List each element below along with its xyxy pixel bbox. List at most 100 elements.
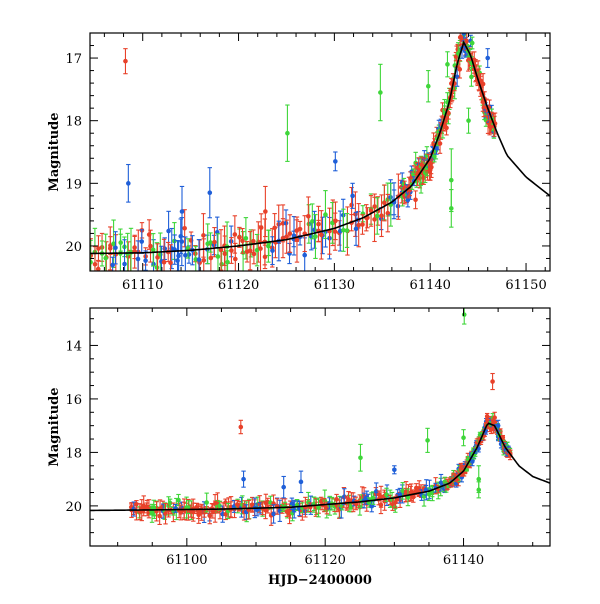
data-point-red xyxy=(95,259,101,271)
x-tick-label: 61130 xyxy=(314,278,355,293)
data-point-red xyxy=(251,229,256,253)
data-point-green xyxy=(476,481,482,499)
data-point-red xyxy=(201,213,206,258)
data-point-green xyxy=(215,233,221,271)
x-tick-label: 61120 xyxy=(218,278,259,293)
data-point-blue xyxy=(143,250,148,271)
data-point-red xyxy=(413,190,418,210)
data-point-red xyxy=(379,194,384,238)
top-axes: 61110 61120 61130 61140 61150 17 18 19 20 xyxy=(65,32,550,293)
data-point-green xyxy=(445,51,450,78)
top-plot-frame xyxy=(89,32,551,272)
data-point-blue xyxy=(283,209,289,237)
data-point-red xyxy=(327,207,332,255)
data-point-green xyxy=(374,197,380,235)
data-point-red xyxy=(125,241,131,271)
data-point-green xyxy=(254,233,260,267)
data-point-green xyxy=(167,498,173,508)
data-point-green xyxy=(118,233,123,252)
data-point-green xyxy=(461,429,466,447)
data-point-red xyxy=(294,216,300,263)
data-point-green xyxy=(150,233,156,267)
data-point-red xyxy=(297,220,303,238)
x-tick-label: 61140 xyxy=(410,278,451,293)
data-point-blue xyxy=(183,236,188,271)
data-point-red xyxy=(132,235,137,260)
bottom-plot-frame xyxy=(89,307,551,547)
x-tick-label: 61140 xyxy=(443,553,484,568)
data-point-red xyxy=(108,236,113,255)
data-point-red xyxy=(302,215,308,253)
model-curve xyxy=(90,40,550,255)
data-point-red xyxy=(382,184,387,222)
data-point-red xyxy=(258,225,263,271)
data-point-blue xyxy=(353,211,359,246)
data-point-blue xyxy=(196,239,202,271)
data-point-blue xyxy=(175,239,180,271)
y-tick-label: 17 xyxy=(65,52,82,67)
data-point-green xyxy=(103,233,108,271)
data-point-green xyxy=(405,488,411,507)
data-point-blue xyxy=(179,185,185,238)
data-point-blue xyxy=(333,151,338,172)
data-point-red xyxy=(349,186,354,223)
data-point-blue xyxy=(126,163,131,203)
data-point-red xyxy=(333,201,338,241)
data-point-blue xyxy=(308,222,314,251)
data-point-red xyxy=(251,243,257,265)
data-point-red xyxy=(229,237,234,264)
data-point-green xyxy=(378,63,383,122)
data-point-red xyxy=(356,203,361,248)
data-point-red xyxy=(134,500,139,509)
bottom-panel: 61100 61120 61140 14 16 18 20 Magnitude HJD−24… xyxy=(47,307,551,588)
data-point-blue xyxy=(298,470,304,494)
data-point-red xyxy=(237,226,242,248)
data-point-green xyxy=(219,251,224,271)
data-point-red xyxy=(372,196,377,243)
data-point-green xyxy=(316,497,321,518)
data-point-red xyxy=(247,231,253,271)
data-point-red xyxy=(272,213,277,243)
data-point-green xyxy=(448,189,454,228)
data-point-red xyxy=(262,244,268,270)
bottom-data-points xyxy=(90,308,550,526)
data-point-red xyxy=(197,239,202,271)
data-point-blue xyxy=(207,167,213,219)
data-point-blue xyxy=(139,229,145,254)
top-panel: 61110 61120 61130 61140 61150 17 18 19 20 Magnit… xyxy=(47,32,551,293)
data-point-blue xyxy=(277,499,283,522)
data-point-green xyxy=(469,36,475,50)
data-point-red xyxy=(182,209,187,248)
data-point-green xyxy=(384,487,389,502)
data-point-red xyxy=(284,219,289,254)
data-point-blue xyxy=(176,240,181,271)
data-point-green xyxy=(388,182,394,227)
data-point-green xyxy=(344,213,350,248)
x-tick-label: 61100 xyxy=(166,553,207,568)
data-point-red xyxy=(161,238,167,271)
data-point-blue xyxy=(485,48,491,68)
data-point-green xyxy=(466,107,471,134)
data-point-green xyxy=(313,214,318,259)
top-y-axis-label: Magnitude xyxy=(47,112,62,191)
data-point-green xyxy=(341,208,346,252)
data-point-red xyxy=(146,219,152,250)
data-point-blue xyxy=(122,239,127,271)
data-point-red xyxy=(238,419,244,435)
bottom-axes: 61100 61120 61140 14 16 18 20 xyxy=(65,308,550,568)
y-tick-label: 20 xyxy=(65,240,82,255)
data-point-red xyxy=(223,498,228,507)
data-point-red xyxy=(258,213,264,243)
model-curve xyxy=(90,422,550,512)
data-point-blue xyxy=(281,475,286,499)
data-point-green xyxy=(469,66,474,87)
data-point-blue xyxy=(113,231,118,265)
data-point-green xyxy=(425,70,431,103)
data-point-red xyxy=(233,242,238,271)
x-tick-label: 61120 xyxy=(305,553,346,568)
data-point-green xyxy=(306,491,311,513)
x-tick-label: 61110 xyxy=(122,278,163,293)
y-tick-label: 19 xyxy=(65,177,82,192)
x-tick-label: 61150 xyxy=(505,278,546,293)
